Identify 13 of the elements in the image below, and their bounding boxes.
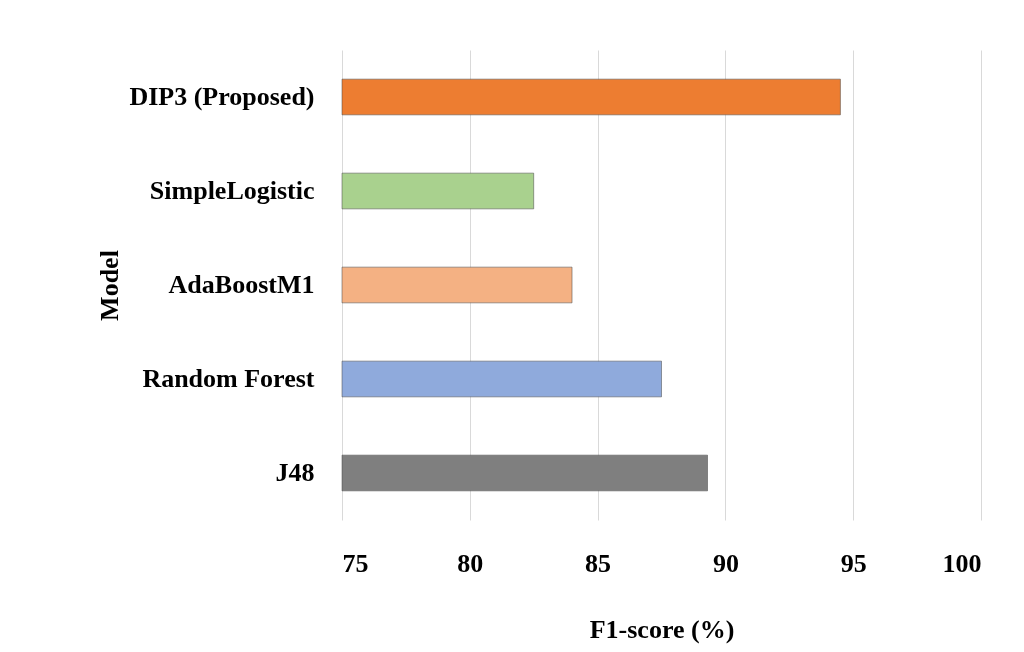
x-tick-label: 95: [840, 548, 867, 578]
y-tick-label: J48: [275, 458, 315, 487]
y-tick-label: Random Forest: [142, 364, 315, 393]
x-tick-label: 85: [585, 548, 612, 578]
x-tick-label: 90: [712, 548, 739, 578]
x-tick-label: 80: [457, 548, 484, 578]
x-axis-title: F1-score (%): [589, 614, 735, 644]
x-tick-label: 75: [342, 548, 369, 578]
y-tick-label: SimpleLogistic: [149, 176, 315, 205]
y-tick-label: DIP3 (Proposed): [129, 82, 315, 111]
y-tick-label: AdaBoostM1: [168, 270, 315, 299]
y-axis-title: Model: [94, 250, 124, 321]
x-tick-label: 100: [942, 548, 982, 578]
